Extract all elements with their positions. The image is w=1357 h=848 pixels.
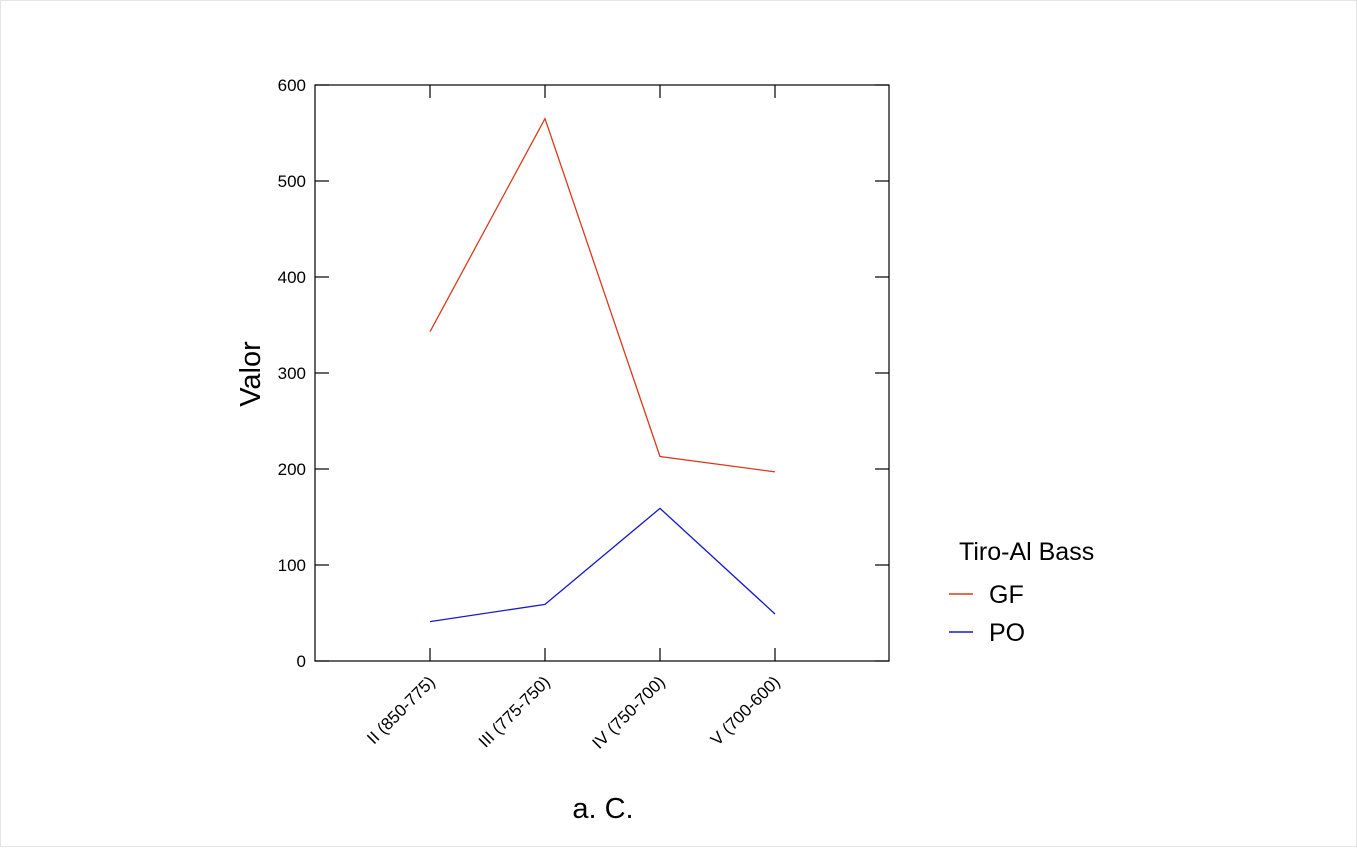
legend-label-po: PO (989, 619, 1025, 647)
series-line-gf (429, 116, 776, 473)
y-tick-label: 600 (278, 76, 306, 95)
y-tick-label: 200 (278, 460, 306, 479)
y-axis: 0 100 200 300 400 500 600 (278, 76, 889, 671)
plot-area (314, 84, 890, 662)
y-tick-label: 400 (278, 268, 306, 287)
series-layer (429, 116, 776, 623)
x-axis: II (850-775) III (775-750) IV (750-700) V (… (363, 85, 784, 753)
x-tick-label: II (850-775) (363, 672, 439, 748)
legend: Tiro-Al Bass GF PO (949, 538, 1094, 647)
legend-label-gf: GF (989, 581, 1024, 609)
y-tick-label: 500 (278, 172, 306, 191)
x-tick-label: IV (750-700) (589, 672, 669, 752)
y-axis-title: Valor (235, 341, 267, 407)
x-axis-title: a. C. (572, 793, 633, 825)
x-tick-label: III (775-750) (475, 672, 554, 751)
x-tick-label: V (700-600) (707, 672, 784, 749)
series-line-po (429, 507, 776, 623)
plot-border (314, 84, 890, 662)
y-tick-label: 100 (278, 556, 306, 575)
legend-title: Tiro-Al Bass (959, 538, 1094, 566)
y-tick-label: 300 (278, 364, 306, 383)
y-tick-label: 0 (297, 652, 306, 671)
